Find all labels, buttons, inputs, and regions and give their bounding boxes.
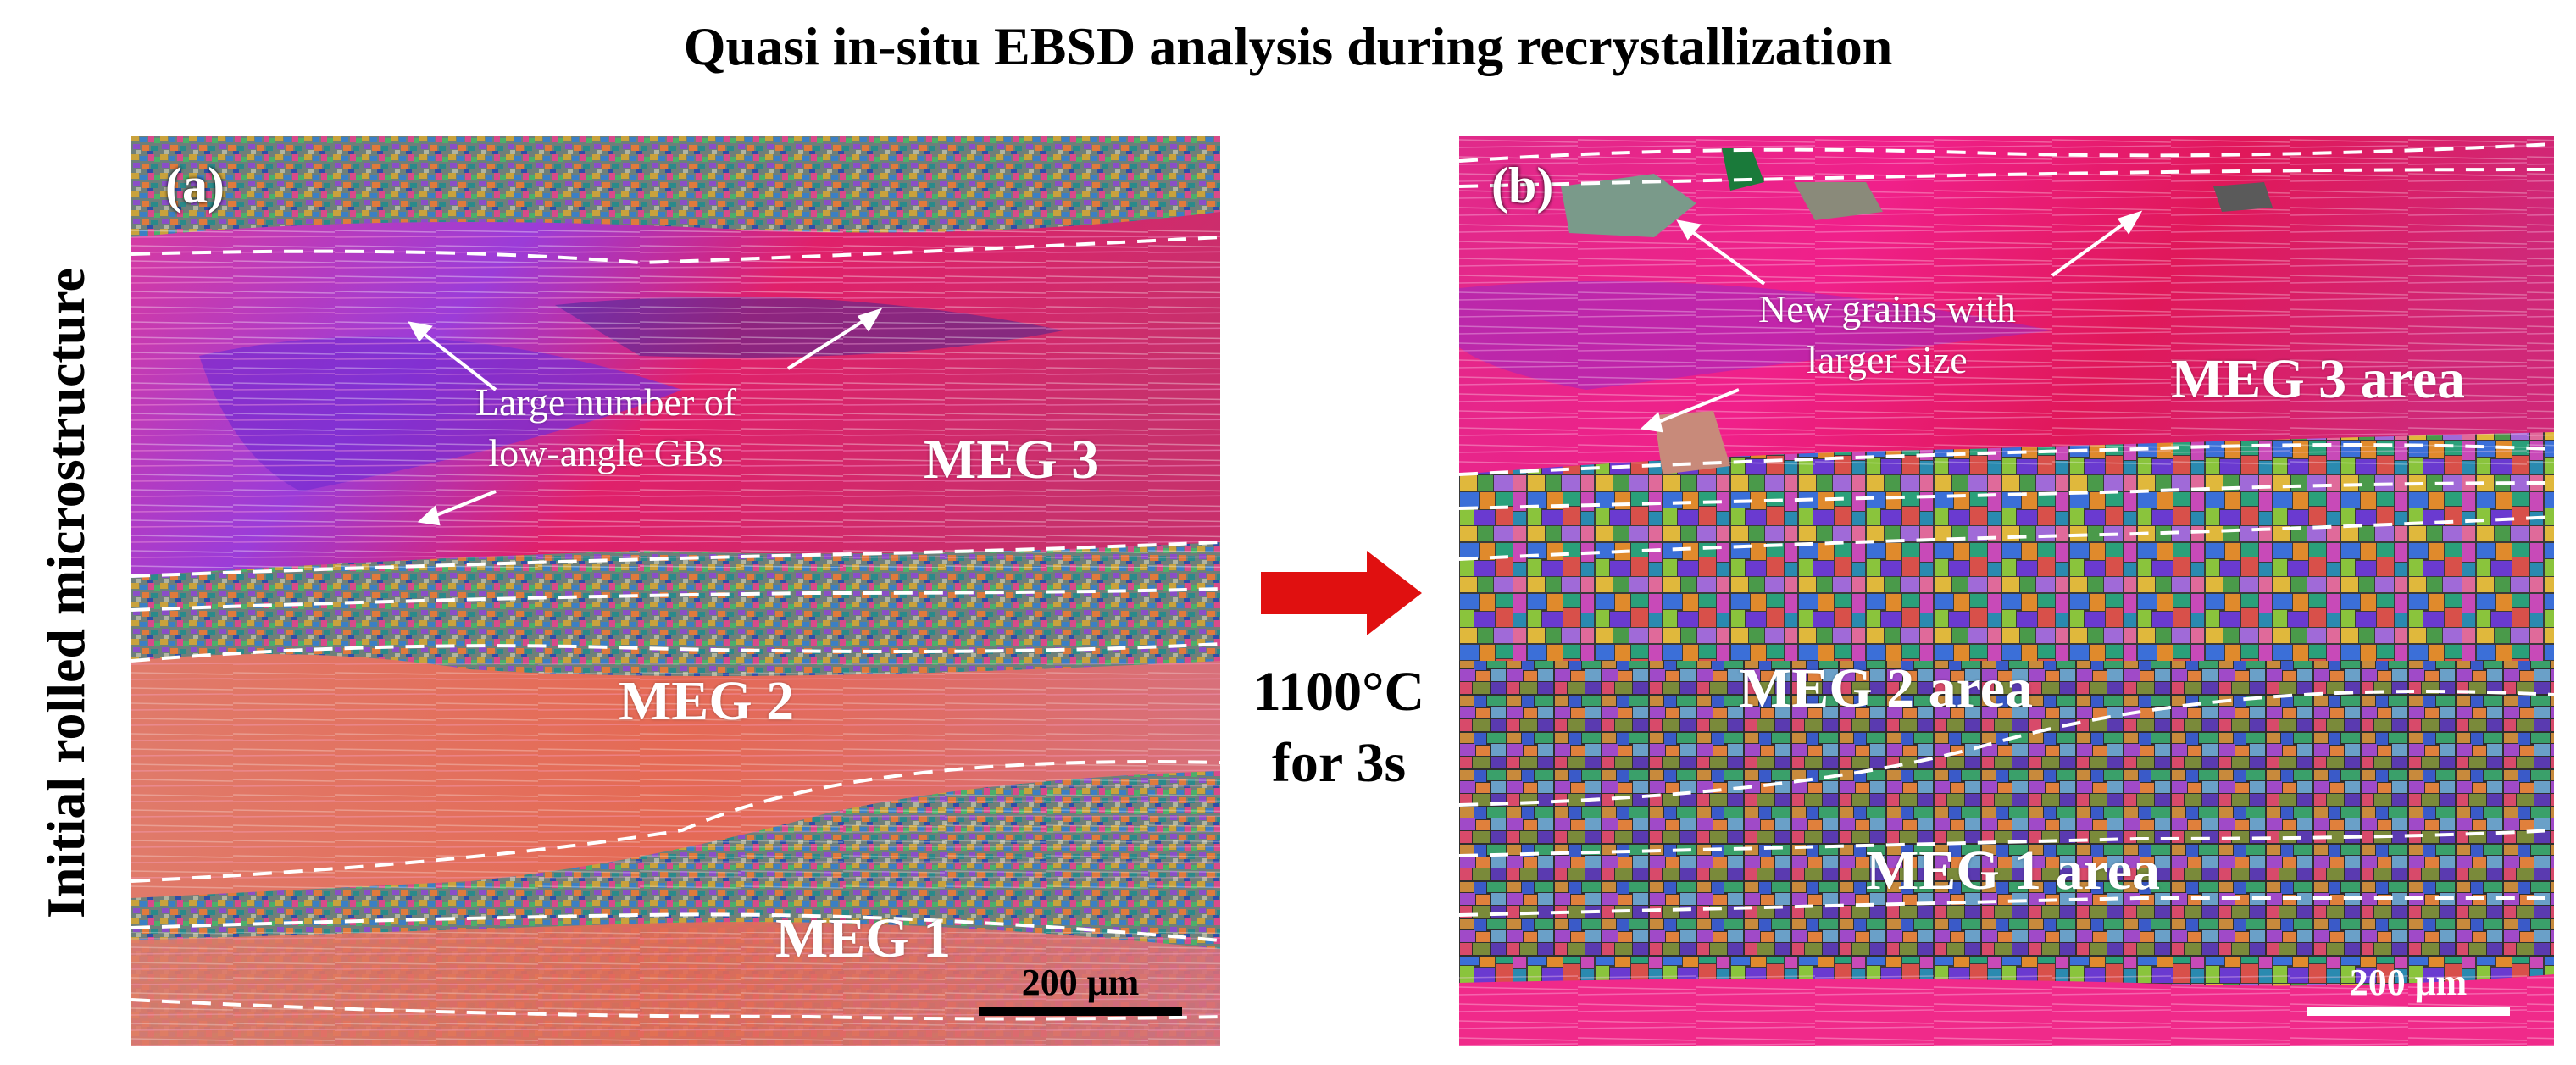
arrow-icon (1261, 551, 1422, 635)
condition-temperature: 1100°C (1252, 661, 1425, 723)
region-meg3-a: MEG 3 (924, 429, 1100, 491)
ebsd-map-initial: (a) Large number of low-angle GBs MEG 3 … (131, 136, 1220, 1046)
region-meg2-b: MEG 2 area (1739, 657, 2034, 719)
scale-bar-b-text: 200 μm (2349, 962, 2468, 1003)
scale-bar-a-line (979, 1007, 1182, 1016)
scale-bar-b-line (2307, 1007, 2510, 1016)
transition-arrow (1261, 551, 1422, 635)
figure-title: Quasi in-situ EBSD analysis during recry… (683, 16, 1893, 76)
panel-a-annotation-line2: low-angle GBs (488, 431, 724, 474)
panel-b-annotation-line1: New grains with (1757, 287, 2017, 330)
region-meg2-a: MEG 2 (619, 670, 795, 732)
panel-b-annotation-line2: larger size (1807, 338, 1968, 381)
annealing-condition: 1100°C for 3s (1224, 657, 1453, 799)
ebsd-map-recrystallized: (b) New grains with larger size MEG 3 ar… (1459, 136, 2554, 1046)
side-label: Initial rolled microstructure (32, 169, 100, 1017)
panel-a-annotation-line1: Large number of (475, 380, 737, 424)
scale-bar-a-text: 200 μm (1021, 962, 1140, 1003)
panel-b-label: (b) (1491, 158, 1554, 214)
ebsd-map-b-image (1459, 136, 2554, 1046)
region-meg3-b: MEG 3 area (2171, 348, 2466, 410)
panel-b-annotation: New grains with larger size (1726, 284, 2048, 386)
scale-bar-a: 200 μm (979, 962, 1182, 1016)
panel-a-label: (a) (165, 158, 225, 214)
ebsd-map-a-image (131, 136, 1220, 1046)
condition-time: for 3s (1271, 732, 1407, 794)
panel-a-annotation: Large number of low-angle GBs (428, 377, 784, 479)
side-label-text: Initial rolled microstructure (36, 268, 96, 918)
region-meg1-b: MEG 1 area (1866, 840, 2161, 901)
region-meg1-a: MEG 1 (775, 907, 952, 969)
scale-bar-b: 200 μm (2307, 962, 2510, 1016)
